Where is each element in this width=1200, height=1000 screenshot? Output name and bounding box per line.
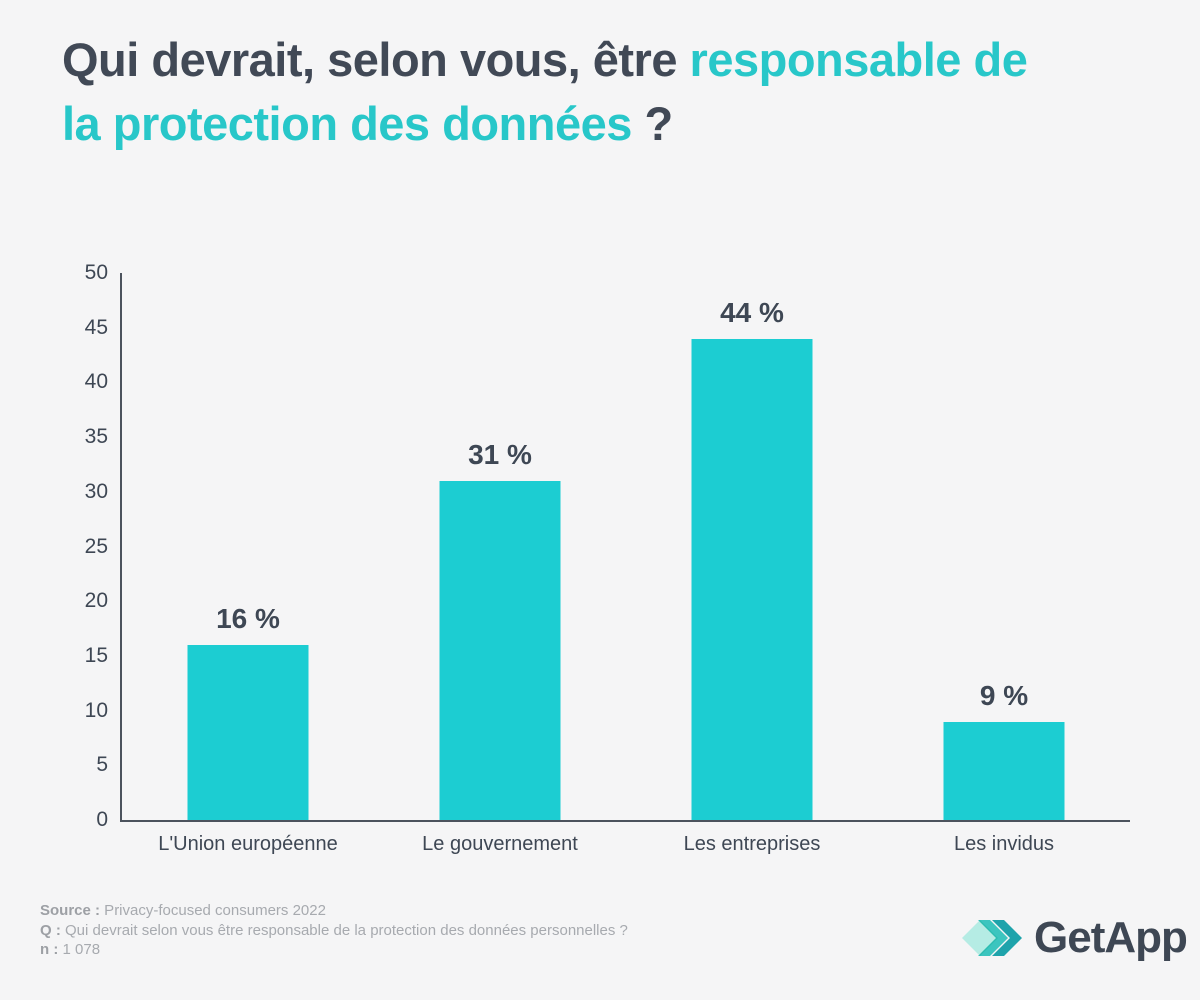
n-line: n : 1 078 <box>40 940 628 960</box>
y-tick-label: 0 <box>96 808 108 831</box>
y-tick-label: 25 <box>84 534 108 558</box>
y-tick-label: 40 <box>84 370 108 394</box>
plot-area: 16 % L'Union européenne 31 % Le gouvernemen… <box>120 273 1130 855</box>
title-accent-2: la protection des données <box>62 97 645 150</box>
bar-value-label: 31 % <box>468 438 532 470</box>
bar <box>943 721 1065 820</box>
n-label: n : <box>40 941 59 958</box>
bar-value-label: 16 % <box>216 602 280 634</box>
y-tick-label: 30 <box>84 479 108 503</box>
title-dark-1: Qui devrait, selon vous, être <box>62 33 690 86</box>
question-label: Q : <box>40 921 61 939</box>
x-axis-label: L'Union européenne <box>158 833 338 855</box>
y-tick-label: 35 <box>84 425 108 449</box>
x-axis-label: Le gouvernement <box>422 833 578 855</box>
question-line: Q : Qui devrait selon vous être responsa… <box>40 921 628 941</box>
y-axis-labels: 0 5 10 15 20 25 30 35 40 45 50 <box>30 261 108 831</box>
question-text: Qui devrait selon vous être responsable … <box>60 921 628 939</box>
source-text: Privacy-focused consumers 2022 <box>100 902 326 919</box>
bar <box>439 480 561 820</box>
page-title: Qui devrait, selon vous, être responsabl… <box>62 28 1152 156</box>
bar-group: 44 % Les entreprises <box>626 273 878 855</box>
y-tick-label: 10 <box>84 698 108 722</box>
title-accent-1: responsable de <box>689 33 1028 86</box>
bar-group: 31 % Le gouvernement <box>374 273 626 855</box>
y-tick-label: 50 <box>84 261 108 284</box>
x-axis-label: Les entreprises <box>683 833 821 855</box>
bar <box>187 644 309 820</box>
getapp-diamond-chevrons-icon <box>962 920 1022 956</box>
getapp-logo-text: GetApp <box>1034 913 1188 962</box>
bar-value-label: 9 % <box>979 679 1029 711</box>
source-line: Source : Privacy-focused consumers 2022 <box>40 901 628 921</box>
x-axis-label: Les invidus <box>953 833 1055 855</box>
y-tick-label: 5 <box>96 753 108 777</box>
y-tick-label: 15 <box>84 643 108 667</box>
y-tick-label: 20 <box>84 589 108 613</box>
title-dark-2: ? <box>644 97 673 150</box>
bar-value-label: 44 % <box>720 296 784 328</box>
getapp-logo: GetApp <box>959 910 1188 966</box>
source-label: Source : <box>40 902 101 919</box>
bar <box>691 338 813 820</box>
bar-group: 16 % L'Union européenne <box>122 273 374 855</box>
y-tick-label: 45 <box>84 315 108 339</box>
bar-group: 9 % Les invidus <box>878 273 1130 855</box>
source-block: Source : Privacy-focused consumers 2022 … <box>40 901 628 960</box>
n-text: 1 078 <box>58 941 101 958</box>
